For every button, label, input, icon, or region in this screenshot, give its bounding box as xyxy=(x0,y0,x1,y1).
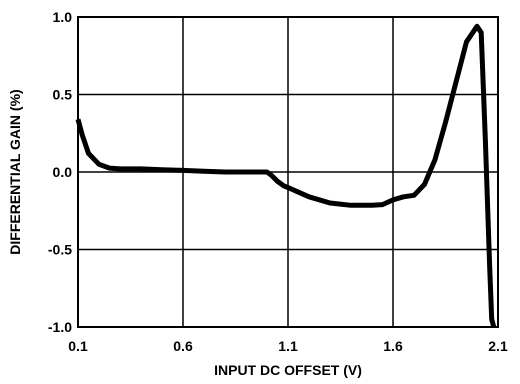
x-tick-label: 1.6 xyxy=(383,338,403,354)
grid xyxy=(78,17,498,327)
x-axis-label: INPUT DC OFFSET (V) xyxy=(214,362,362,378)
series-line xyxy=(75,23,497,328)
y-tick-label: -1.0 xyxy=(48,319,72,335)
y-tick-label: 0.0 xyxy=(53,164,73,180)
plot-frame xyxy=(77,16,499,328)
y-axis-label: DIFFERENTIAL GAIN (%) xyxy=(7,89,23,254)
x-tick-label: 2.1 xyxy=(488,338,508,354)
y-tick-label: 1.0 xyxy=(53,9,73,25)
x-tick-label: 1.1 xyxy=(278,338,298,354)
x-tick-labels: 0.1 0.6 1.1 1.6 2.1 xyxy=(68,338,508,354)
x-tick-label: 0.1 xyxy=(68,338,88,354)
y-tick-label: -0.5 xyxy=(48,242,72,258)
y-tick-labels: 1.0 0.5 0.0 -0.5 -1.0 xyxy=(48,9,72,335)
y-tick-label: 0.5 xyxy=(53,87,73,103)
x-tick-label: 0.6 xyxy=(173,338,193,354)
